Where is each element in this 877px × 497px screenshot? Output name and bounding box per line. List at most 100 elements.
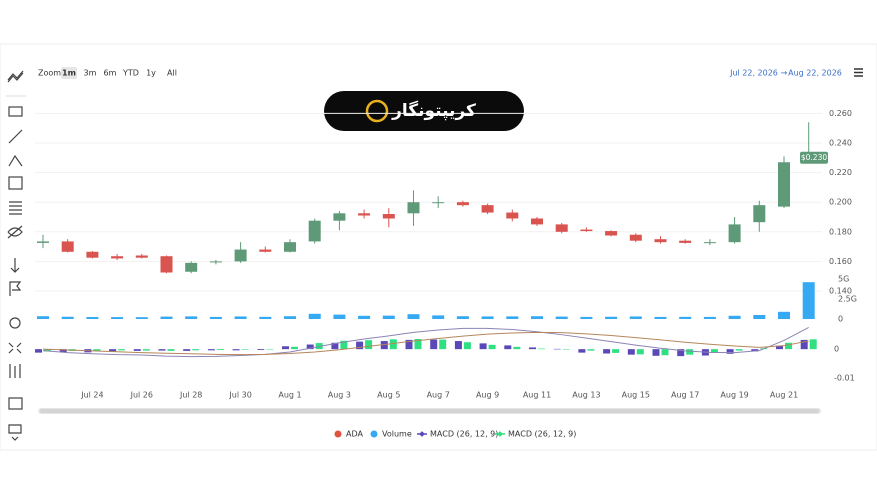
macd-bar [44,349,51,352]
volume-bar [308,313,321,319]
macd-bar [266,349,274,350]
zoom-button[interactable]: 1y [146,69,156,78]
zoom-button[interactable]: All [167,69,177,78]
macd-bar [612,349,620,353]
y-tick-label: 0.240 [829,139,852,148]
zoom-button[interactable]: 3m [84,69,97,78]
candle-body [185,262,198,272]
last-price-label: $0.230 [801,153,827,162]
volume-bar [135,317,148,319]
menu-button[interactable] [854,68,863,77]
candle-body [580,229,593,232]
volume-bar [284,316,296,319]
tool-fullscreen[interactable] [8,342,22,354]
plot: 0.140 0.160 0.180 0.200 0.220 0.240 0.260 0 2.5G… [35,109,857,400]
candle-body [382,214,395,219]
legend-label[interactable]: Volume [382,430,412,439]
y-tick-label: 0.180 [829,227,852,236]
volume-bar [555,316,568,319]
x-tick-label: Jul 26 [130,391,153,400]
tool-flag[interactable] [9,281,22,296]
macd-bar [167,349,175,351]
volume-bar [407,314,420,319]
tool-indicators[interactable] [9,364,21,378]
macd-bar [751,349,759,352]
zoom-button[interactable]: 6m [104,69,117,78]
macd-bar [454,341,462,350]
zoom-label: Zoom [38,69,61,78]
tool-trend[interactable] [7,70,24,83]
zoom-active-bg [61,67,77,79]
macd-bar [331,342,339,350]
logo: کریپتونگار [324,91,524,131]
macd-bar [513,346,521,350]
logo-icon [365,99,389,123]
volume-bar [358,315,371,319]
x-tick-label: Aug 17 [671,391,699,400]
volume-bar [654,316,667,319]
tool-line[interactable] [8,129,23,144]
legend-label[interactable]: MACD (26, 12, 9) [430,430,498,439]
volume-bar [679,316,692,319]
macd-bar [661,349,669,356]
macd-bar [142,349,150,351]
macd-bar [241,349,249,350]
y-tick-label: 0.220 [829,168,852,177]
candle-body [432,202,445,204]
candle-body [481,205,494,213]
candle-body [629,234,642,241]
macd-bar [587,349,595,351]
volume-bar [605,316,618,319]
candle-body [160,256,173,273]
candle-body [778,162,790,207]
candle-body [555,224,568,232]
y-tick-label: 2.5G [838,295,857,304]
macd-bar [109,349,117,352]
macd-bar [430,339,438,350]
volume-bar [61,316,74,319]
tool-grid[interactable] [8,176,23,190]
zoom-buttons: 1m 3m 6m YTD 1y All [61,67,177,79]
macd-bar [340,340,348,350]
macd-bar [686,349,694,355]
volume-bar [481,316,494,319]
macd-bar [118,349,126,351]
x-tick-label: Aug 1 [278,391,301,400]
tool-fib[interactable] [9,201,22,215]
tool-zoom[interactable] [9,317,21,329]
legend-label[interactable]: MACD (26, 12, 9) [508,430,576,439]
candle-body [333,213,346,221]
legend-label[interactable]: ADA [346,430,363,439]
candle-body [703,242,716,244]
candle-body [358,213,371,216]
macd-bar [192,349,200,351]
scroll-thumb[interactable] [40,409,819,413]
x-tick-label: Aug 3 [328,391,351,400]
tool-hide[interactable] [7,225,23,239]
candle-body [61,241,74,252]
tool-text[interactable] [8,106,23,117]
macd-bar [800,339,808,350]
macd-bar [257,349,265,351]
date-from[interactable]: Jul 22, 2026 [729,69,778,78]
legend-marker [497,431,503,437]
tool-measure[interactable] [10,258,20,273]
zoom-button[interactable]: YTD [122,69,139,78]
tool-path[interactable] [8,154,23,167]
volume-bar [37,316,49,319]
y-tick-label: -0.01 [834,374,855,383]
volume-bar [111,317,124,319]
date-to[interactable]: Aug 22, 2026 [788,69,842,78]
macd-bar [553,348,561,350]
tool-save[interactable] [8,397,23,410]
candle-body [728,224,741,243]
zoom-button[interactable]: 1m [62,69,76,78]
macd-bar [405,339,413,350]
x-tick-label: Aug 7 [427,391,450,400]
legend: ADA Volume MACD (26, 12, 9) MACD (26, 12, 9… [334,430,576,439]
macd-bar [356,341,364,350]
macd-line [42,327,809,358]
candle-body [135,255,148,258]
candle-body [506,212,519,219]
tool-more[interactable] [8,424,22,441]
